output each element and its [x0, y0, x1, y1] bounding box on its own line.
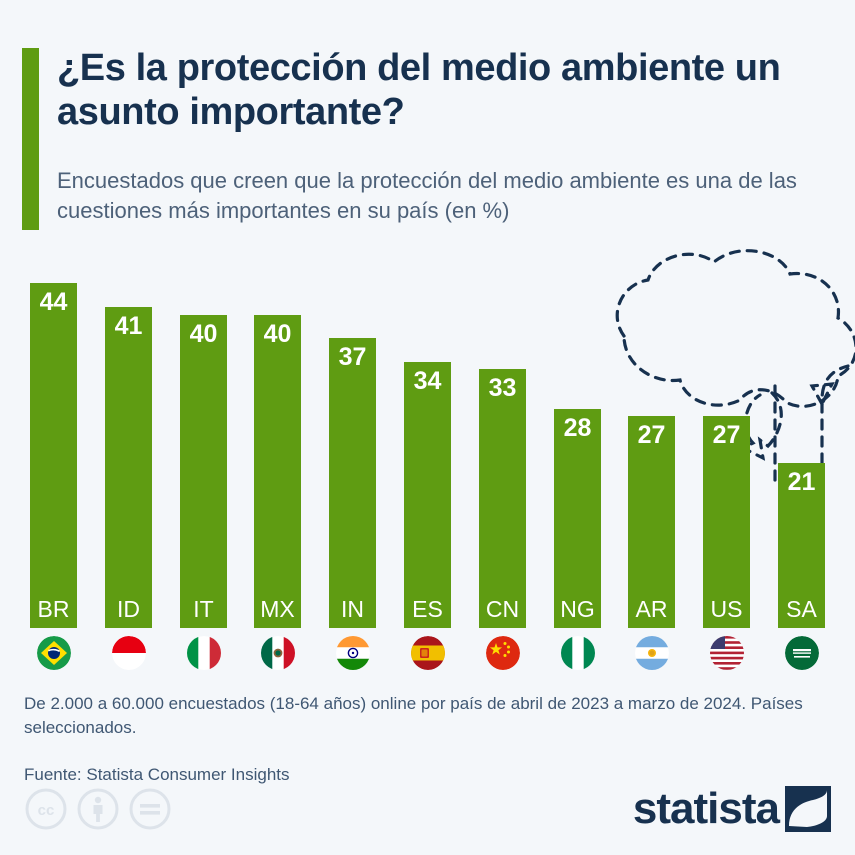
- attribution-icon[interactable]: [76, 787, 120, 831]
- bar-value-label: 37: [338, 343, 367, 371]
- bar-slot: 40 MX: [254, 252, 301, 628]
- bar-value-label: 21: [787, 468, 816, 496]
- bar-value-label: 40: [263, 320, 292, 348]
- flags-row: [30, 636, 825, 676]
- footer-divider: [0, 780, 855, 781]
- bar-country-code: CN: [485, 596, 520, 622]
- flag-in-icon: [335, 636, 370, 670]
- page-subtitle: Encuestados que creen que la protección …: [57, 168, 797, 223]
- bar-country-code: US: [710, 596, 743, 622]
- bar-country-code: MX: [260, 596, 295, 622]
- bar-country-code: IN: [341, 596, 364, 622]
- bar-country-code: ES: [412, 596, 443, 622]
- bar-br[interactable]: 44 BR: [30, 283, 77, 628]
- flag-es-icon: [410, 636, 445, 670]
- bar-value-label: 27: [712, 421, 741, 449]
- bar-cn[interactable]: 33 CN: [479, 369, 526, 628]
- footnote: De 2.000 a 60.000 encuestados (18-64 año…: [24, 694, 803, 737]
- bar-country-code: ID: [117, 596, 140, 622]
- bar-value-label: 28: [563, 414, 592, 442]
- bar-slot: 27 US: [703, 252, 750, 628]
- bar-mx[interactable]: 40 MX: [254, 315, 301, 628]
- bar-ar[interactable]: 27 AR: [628, 416, 675, 628]
- flag-it-icon: [186, 636, 221, 670]
- bar-slot: 37 IN: [329, 252, 376, 628]
- bar-ng[interactable]: 28 NG: [554, 409, 601, 628]
- cc-icon[interactable]: cc: [24, 787, 68, 831]
- bar-slot: 21 SA: [778, 252, 825, 628]
- statista-wordmark: statista: [632, 784, 780, 833]
- flag-id-icon: [111, 636, 146, 670]
- cc-license-icons: cc: [24, 787, 172, 831]
- flag-ng-icon: [560, 636, 595, 670]
- bar-slot: 40 IT: [180, 252, 227, 628]
- bar-in[interactable]: 37 IN: [329, 338, 376, 628]
- accent-bar: [22, 48, 39, 230]
- bar-id[interactable]: 41 ID: [105, 307, 152, 628]
- bar-slot: 27 AR: [628, 252, 675, 628]
- bar-chart: 44 BR 41 ID 40 IT 40 MX 37 IN 34 ES 33 CN 28 NG 27 AR 27 US…: [0, 252, 855, 632]
- flag-cn-icon: [485, 636, 520, 670]
- bar-slot: 28 NG: [554, 252, 601, 628]
- no-derivatives-icon[interactable]: [128, 787, 172, 831]
- bars-container: 44 BR 41 ID 40 IT 40 MX 37 IN 34 ES 33 CN 28 NG 27 AR 27 US…: [30, 252, 825, 628]
- bar-slot: 33 CN: [479, 252, 526, 628]
- bar-us[interactable]: 27 US: [703, 416, 750, 628]
- bar-value-label: 34: [413, 367, 442, 395]
- bar-value-label: 40: [189, 320, 218, 348]
- statista-logo: statista: [633, 786, 831, 832]
- svg-text:cc: cc: [38, 802, 55, 819]
- bar-value-label: 41: [114, 312, 143, 340]
- flag-ar-icon: [634, 636, 669, 670]
- bar-value-label: 27: [637, 421, 666, 449]
- bar-country-code: AR: [635, 596, 668, 622]
- page-title: ¿Es la protección del medio ambiente un …: [57, 47, 781, 133]
- flag-br-icon: [36, 636, 71, 670]
- flag-mx-icon: [260, 636, 295, 670]
- bar-country-code: SA: [786, 596, 817, 622]
- bar-it[interactable]: 40 IT: [180, 315, 227, 628]
- bar-sa[interactable]: 21 SA: [778, 463, 825, 628]
- bar-country-code: IT: [193, 596, 214, 622]
- bar-value-label: 33: [488, 374, 517, 402]
- flag-sa-icon: [784, 636, 819, 670]
- bar-value-label: 44: [39, 288, 68, 316]
- bar-slot: 41 ID: [105, 252, 152, 628]
- header: ¿Es la protección del medio ambiente un …: [0, 0, 855, 230]
- statista-mark-icon: [785, 786, 831, 832]
- bar-country-code: NG: [560, 596, 595, 622]
- bar-country-code: BR: [37, 596, 70, 622]
- flag-us-icon: [709, 636, 744, 670]
- bar-es[interactable]: 34 ES: [404, 362, 451, 628]
- source-note: Fuente: Statista Consumer Insights: [24, 765, 290, 784]
- bar-slot: 44 BR: [30, 252, 77, 628]
- bar-slot: 34 ES: [404, 252, 451, 628]
